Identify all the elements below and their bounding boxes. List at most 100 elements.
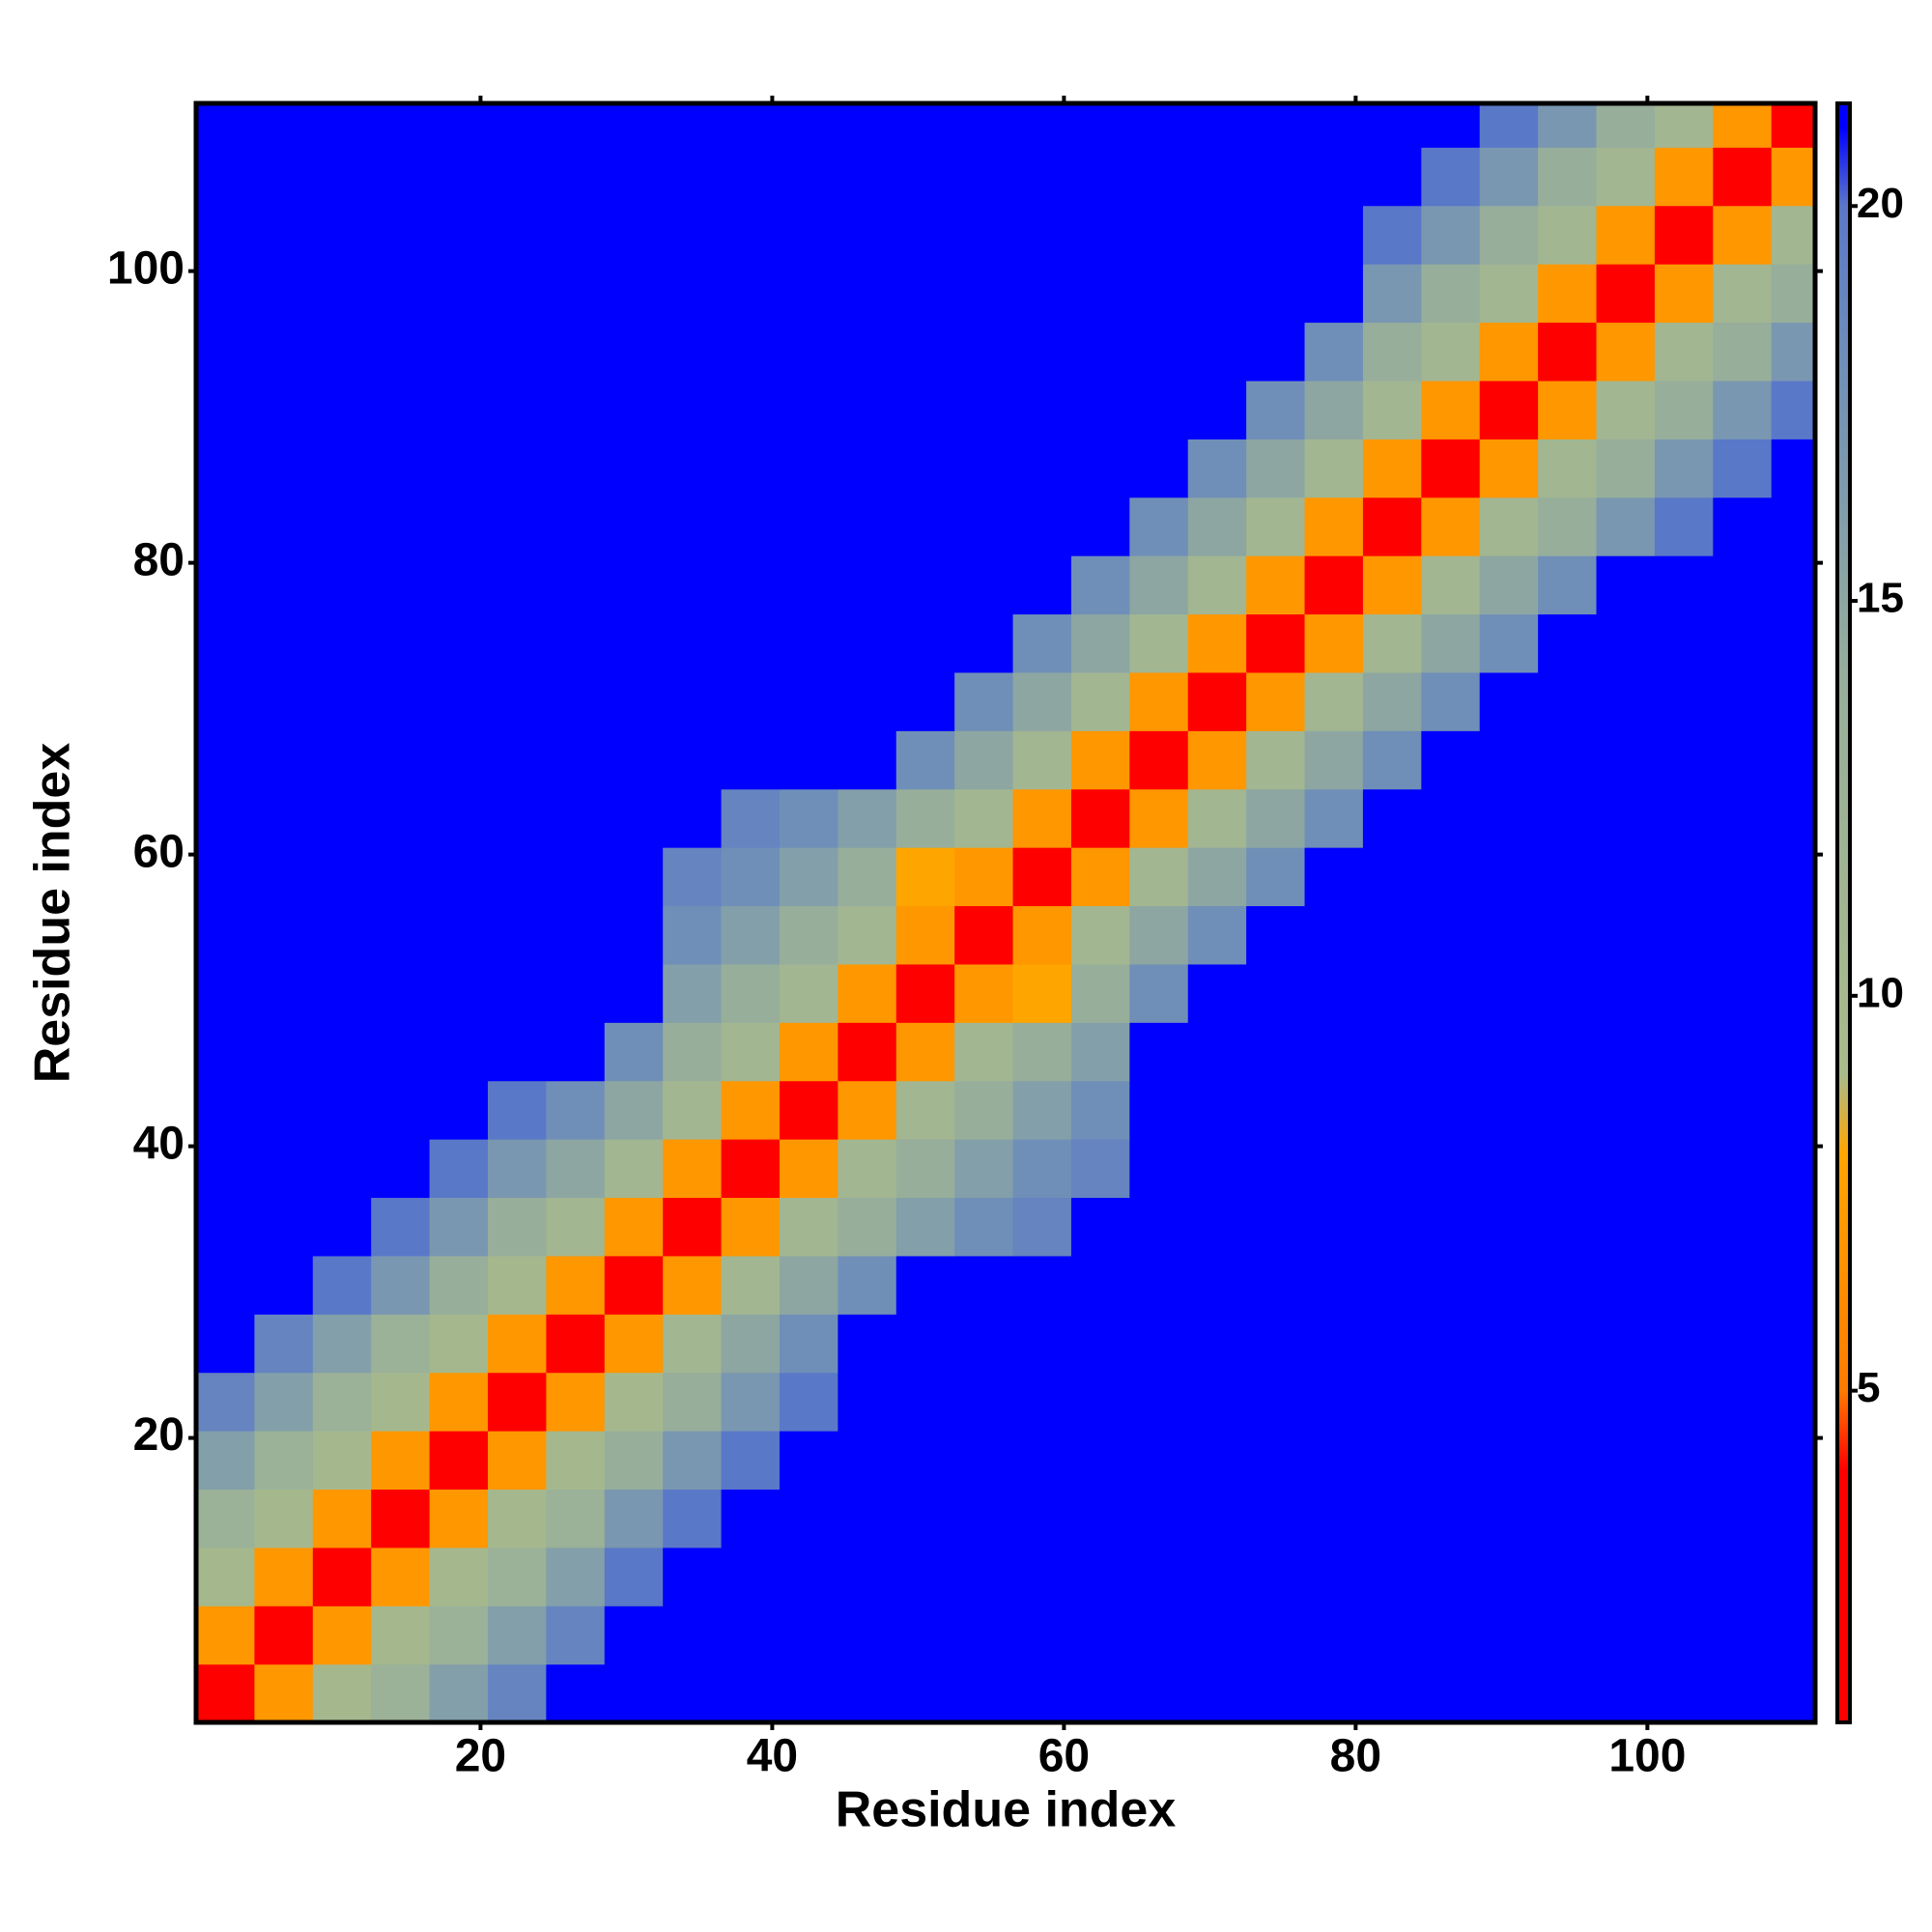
heat-cell [721, 1197, 781, 1257]
heat-cell [196, 555, 255, 615]
heat-cell [254, 1255, 314, 1315]
heat-cell [1246, 847, 1306, 907]
heat-cell [546, 1022, 606, 1082]
heat-cell [1771, 1372, 1815, 1432]
heat-cell [779, 1547, 838, 1606]
heat-cell [1421, 1431, 1481, 1491]
heat-cell [1362, 613, 1422, 673]
heat-cell [1129, 1022, 1189, 1082]
heat-cell [663, 264, 723, 324]
heat-cell [954, 1255, 1014, 1315]
heat-cell [779, 1605, 838, 1665]
heat-cell [1012, 963, 1072, 1023]
heat-cell [1187, 147, 1247, 207]
heat-cell [838, 671, 897, 731]
heat-cell [1012, 1314, 1072, 1374]
heat-cell [487, 1547, 547, 1606]
heat-cell [1246, 1022, 1306, 1082]
heat-cell [1596, 1255, 1656, 1315]
heat-cell [1304, 1663, 1364, 1722]
heat-cell [954, 1372, 1014, 1432]
heat-cell [1129, 1080, 1189, 1140]
heat-cell [663, 730, 723, 790]
heat-cell [1246, 963, 1306, 1023]
heat-cell [838, 613, 897, 673]
heat-cell [546, 147, 606, 207]
heat-cell [663, 1489, 723, 1548]
heat-cell [721, 1080, 781, 1140]
heat-cell [1538, 1489, 1598, 1548]
heat-cell [954, 1605, 1014, 1665]
heat-cell [838, 205, 897, 265]
y-tick-label: 20 [133, 1409, 185, 1461]
heat-cell [1771, 847, 1815, 907]
heat-cell [1304, 103, 1364, 148]
heat-cell [1070, 730, 1130, 790]
heat-cell [1538, 439, 1598, 498]
heat-cell [604, 847, 664, 907]
heat-cell [1421, 1605, 1481, 1665]
heat-cell [429, 1489, 489, 1548]
heat-cell [1129, 205, 1189, 265]
heat-cell [1713, 1372, 1773, 1432]
heat-cell [1713, 1605, 1773, 1665]
heat-cell [1479, 1489, 1539, 1548]
heat-cell [1362, 147, 1422, 207]
heat-cell [1479, 1255, 1539, 1315]
heat-cell [663, 1022, 723, 1082]
heat-cell [1129, 671, 1189, 731]
heat-cell [895, 264, 955, 324]
heat-cell [1070, 103, 1130, 148]
heat-cell [487, 205, 547, 265]
heat-cell [1187, 788, 1247, 848]
heat-cell [663, 1197, 723, 1257]
heat-cell [1070, 788, 1130, 848]
heat-cell [1304, 730, 1364, 790]
heat-cell [1713, 1080, 1773, 1140]
heat-cell [487, 497, 547, 556]
heat-cell [1070, 322, 1130, 382]
heat-cell [663, 103, 723, 148]
heat-cell [371, 497, 431, 556]
heat-cell [663, 1605, 723, 1665]
heat-cell [1596, 439, 1656, 498]
heat-cell [312, 1663, 372, 1722]
heat-cell [1012, 555, 1072, 615]
heat-cell [196, 963, 255, 1023]
heat-cell [1070, 439, 1130, 498]
heat-cell [1129, 1197, 1189, 1257]
heat-cell [1771, 1255, 1815, 1315]
heat-cell [1479, 103, 1539, 148]
heat-cell [663, 613, 723, 673]
heat-cell [838, 1022, 897, 1082]
heat-cell [779, 963, 838, 1023]
heat-cell [1187, 1605, 1247, 1665]
heat-cell [1246, 1605, 1306, 1665]
heat-cell [1070, 1255, 1130, 1315]
heat-cell [487, 1197, 547, 1257]
heat-cell [1421, 264, 1481, 324]
heat-cell [1012, 788, 1072, 848]
heat-cell [487, 1605, 547, 1665]
heat-cell [663, 1547, 723, 1606]
heat-cell [1070, 1022, 1130, 1082]
heat-cell [1129, 1255, 1189, 1315]
heat-cell [1246, 439, 1306, 498]
heat-cell [779, 1080, 838, 1140]
heat-cell [604, 905, 664, 965]
heat-cell [779, 613, 838, 673]
heat-cell [954, 439, 1014, 498]
heat-cell [1304, 1605, 1364, 1665]
heat-cell [196, 1547, 255, 1606]
heat-cell [1129, 380, 1189, 440]
colorbar-tick-label: 5 [1857, 1364, 1880, 1411]
heat-cell [663, 497, 723, 556]
heat-cell [1362, 1547, 1422, 1606]
heat-cell [604, 555, 664, 615]
heat-cell [1713, 439, 1773, 498]
heat-cell [1713, 1139, 1773, 1199]
heat-cell [895, 788, 955, 848]
heat-cell [1654, 205, 1714, 265]
heat-cell [429, 380, 489, 440]
heat-cell [1479, 1022, 1539, 1082]
